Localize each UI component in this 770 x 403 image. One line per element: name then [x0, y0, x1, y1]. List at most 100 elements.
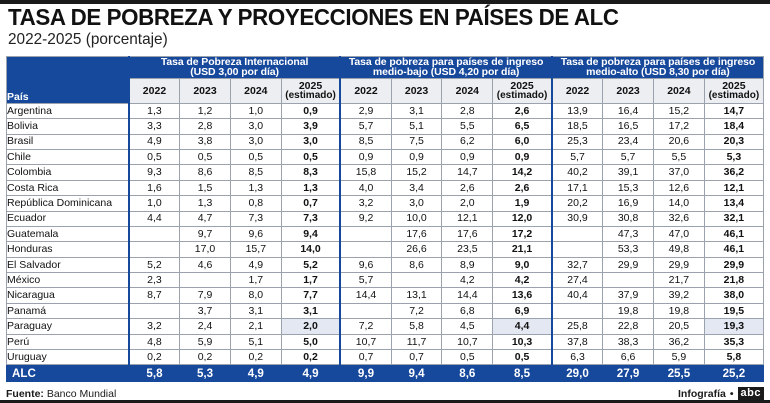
cell-value: 1,0	[229, 102, 282, 120]
cell-value: 25,3	[550, 133, 604, 150]
cell-value: 20,5	[652, 318, 705, 335]
cell-total-value: 9,4	[390, 364, 443, 383]
column-header-year-g3-2022: 2022	[550, 77, 604, 104]
cell-value: 2,3	[127, 272, 181, 289]
cell-value: 20,6	[652, 133, 705, 150]
cell-value: 1,7	[229, 272, 282, 289]
cell-value: 40,2	[550, 164, 604, 181]
cell-value: 7,3	[229, 210, 282, 227]
cell-value: 4,8	[127, 333, 181, 351]
cell-value: 3,0	[229, 133, 282, 150]
cell-value: 0,2	[280, 349, 341, 366]
year-label: 2024	[667, 84, 691, 97]
cell-value: 23,4	[602, 133, 654, 150]
cell-total-value: 29,0	[550, 364, 604, 383]
cell-value	[390, 272, 443, 289]
cell-value	[602, 272, 654, 289]
cell-value: 38,3	[602, 333, 654, 351]
group-header-international: Tasa de Pobreza Internacional (USD 3,00 …	[127, 55, 341, 79]
column-header-year-g2-2023: 2023	[390, 77, 443, 104]
cell-value: 3,1	[390, 102, 443, 120]
cell-value: 32,1	[703, 210, 765, 227]
cell-value: 19,8	[652, 302, 705, 320]
cell-value: 38,0	[703, 287, 765, 304]
cell-value: 9,4	[280, 225, 341, 243]
cell-value: 16,5	[602, 118, 654, 135]
cell-value: 5,9	[179, 333, 231, 351]
cell-value: 2,8	[441, 102, 494, 120]
table-row: República Dominicana 1,0 1,3 0,8 0,7 3,2 3,0 2,…	[5, 195, 765, 212]
table-row: Perú 4,8 5,9 5,1 5,0 10,7 11,7 10,7 10,3 37,8 38,3…	[5, 333, 765, 351]
cell-value: 1,6	[127, 179, 181, 197]
table-head: País Tasa de Pobreza Internacional (USD …	[5, 55, 765, 104]
year-label: 2023	[616, 84, 640, 97]
cell-value: 0,9	[390, 148, 443, 166]
cell-value: 4,4	[127, 210, 181, 227]
cell-value: 9,6	[229, 225, 282, 243]
cell-value: 0,5	[280, 148, 341, 166]
table-row: Nicaragua 8,7 7,9 8,0 7,7 14,4 13,1 14,4 13,6 40,…	[5, 287, 765, 304]
cell-value: 9,7	[179, 225, 231, 243]
cell-total-value: 5,3	[179, 364, 231, 383]
year-label: 2022	[354, 84, 378, 97]
cell-value: 3,0	[229, 118, 282, 135]
cell-value: 2,6	[492, 179, 553, 197]
cell-value: 17,2	[652, 118, 705, 135]
group-header-lower-middle-line1: Tasa de pobreza para países de ingreso	[348, 55, 544, 68]
cell-value: 39,2	[652, 287, 705, 304]
cell-value: 18,4	[703, 118, 765, 135]
cell-value: 10,0	[390, 210, 443, 227]
cell-value	[550, 302, 604, 320]
cell-value: 0,8	[229, 195, 282, 212]
cell-value: 37,8	[550, 333, 604, 351]
cell-value: 2,0	[280, 318, 341, 335]
cell-value: 6,6	[602, 349, 654, 366]
cell-country: República Dominicana	[5, 195, 130, 212]
cell-value	[339, 225, 392, 243]
cell-value: 9,6	[339, 256, 392, 274]
cell-country: Perú	[5, 333, 130, 351]
column-header-year-g3-2024: 2024	[652, 77, 705, 104]
cell-value: 46,1	[703, 225, 765, 243]
table-row: Colombia 9,3 8,6 8,5 8,3 15,8 15,2 14,7 14,2 40,2…	[5, 164, 765, 181]
cell-value: 1,2	[179, 102, 231, 120]
cell-country: Nicaragua	[5, 287, 130, 304]
cell-value: 5,1	[229, 333, 282, 351]
cell-value: 12,0	[492, 210, 553, 227]
estimated-label: (estimado)	[708, 90, 760, 102]
cell-value: 17,0	[179, 241, 231, 258]
table-row: Guatemala 9,7 9,6 9,4 17,6 17,6 17,2 47,3 47,0 46…	[5, 225, 765, 243]
cell-country: Guatemala	[5, 225, 130, 243]
cell-country: Argentina	[5, 102, 130, 120]
cell-value: 17,6	[390, 225, 443, 243]
cell-value: 18,5	[550, 118, 604, 135]
cell-value: 37,9	[602, 287, 654, 304]
footer: Fuente: Banco Mundial Infografía • abc	[6, 387, 764, 403]
cell-total-value: 25,5	[652, 364, 705, 383]
cell-value: 10,7	[339, 333, 392, 351]
cell-value: 19,8	[602, 302, 654, 320]
cell-value: 27,4	[550, 272, 604, 289]
cell-value: 6,9	[492, 302, 553, 320]
cell-value: 14,0	[652, 195, 705, 212]
cell-value	[339, 302, 392, 320]
cell-value: 15,2	[652, 102, 705, 120]
cell-value: 3,9	[280, 118, 341, 135]
cell-value: 29,9	[602, 256, 654, 274]
source-label: Fuente:	[6, 388, 44, 401]
cell-value: 12,1	[441, 210, 494, 227]
cell-value: 5,2	[280, 256, 341, 274]
cell-value: 2,1	[229, 318, 282, 335]
table-row: Chile 0,5 0,5 0,5 0,5 0,9 0,9 0,9 0,9 5,7 5,7 5,5 5,…	[5, 148, 765, 166]
cell-value: 3,2	[127, 318, 181, 335]
cell-value: 40,4	[550, 287, 604, 304]
cell-value: 10,3	[492, 333, 553, 351]
page-title: TASA DE POBREZA Y PROYECCIONES EN PAÍSES…	[8, 4, 619, 30]
cell-value: 14,4	[339, 287, 392, 304]
cell-value: 0,2	[179, 349, 231, 366]
column-header-year-g1-2025: 2025 (estimado)	[280, 77, 341, 104]
estimated-label: (estimado)	[285, 90, 336, 102]
cell-total-value: 4,9	[280, 364, 341, 383]
cell-value: 53,3	[602, 241, 654, 258]
cell-total-value: 8,5	[492, 364, 553, 383]
